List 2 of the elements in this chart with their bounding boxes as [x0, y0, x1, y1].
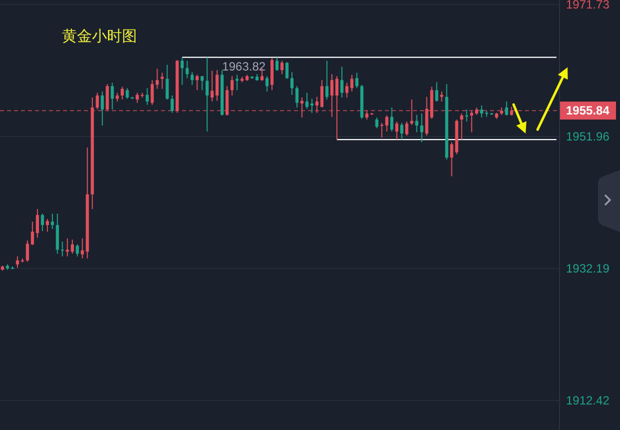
title: 黄金小时图	[62, 28, 137, 45]
ref-line-label: 1955.84	[566, 104, 610, 118]
